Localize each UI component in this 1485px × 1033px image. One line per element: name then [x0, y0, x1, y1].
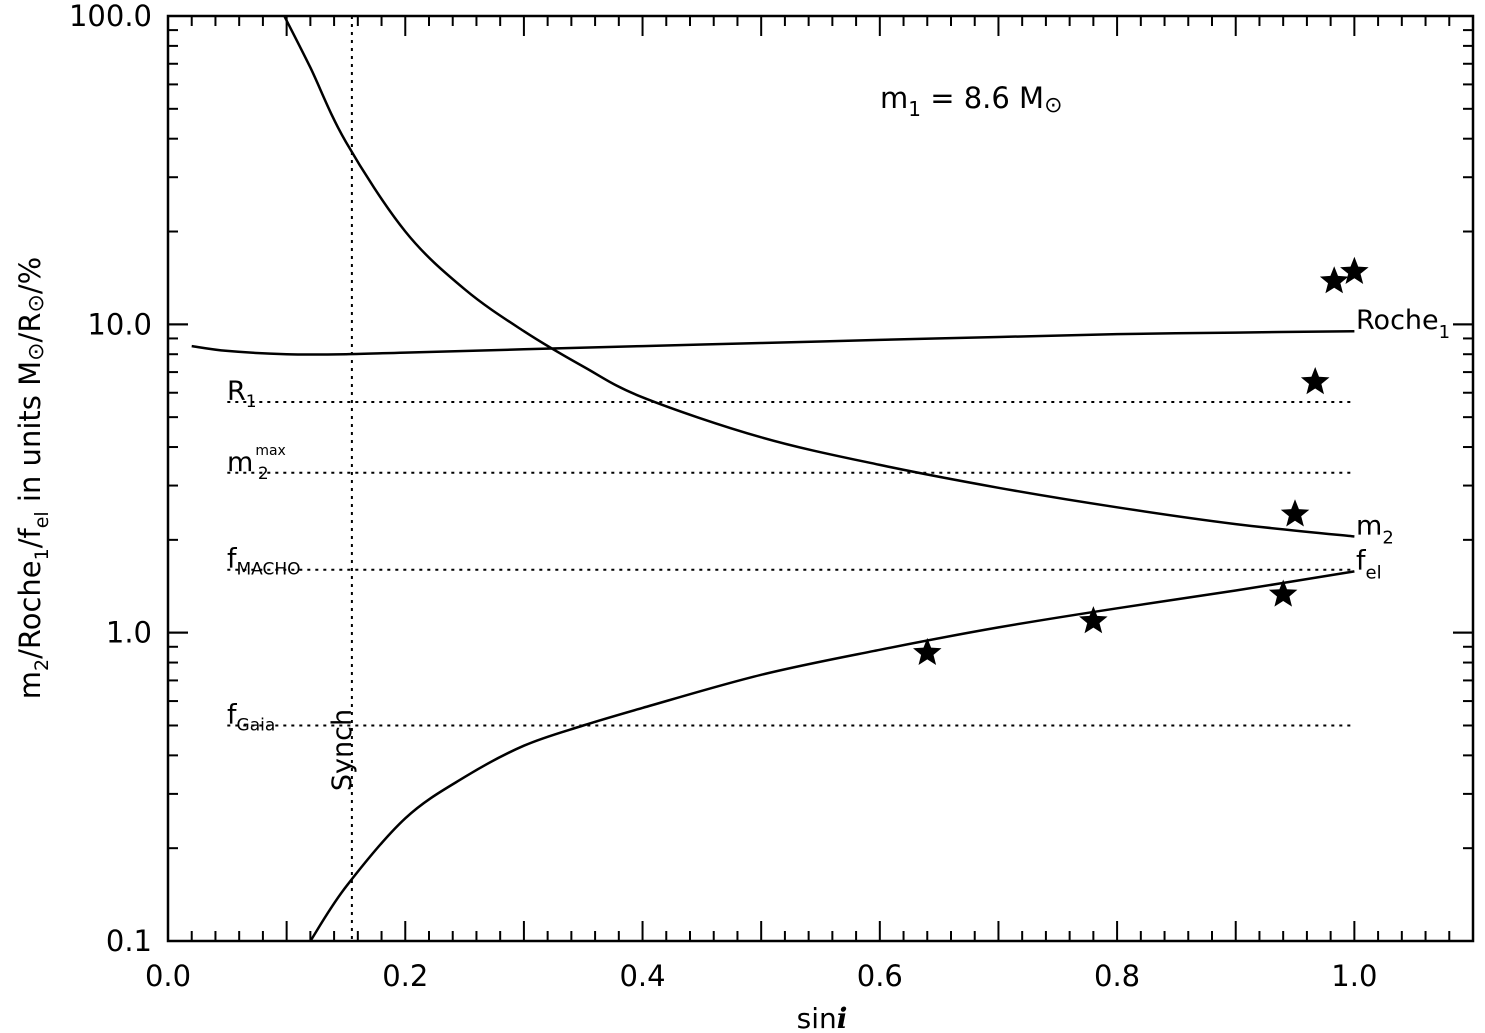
series-line-roche	[191, 329, 1355, 356]
data-points	[913, 256, 1369, 665]
x-tick-label: 0.2	[382, 959, 428, 993]
x-tick-label: 0.8	[1094, 959, 1140, 993]
plot-frame	[166, 14, 1475, 943]
y-tick-labels: 0.1 1.0 10.0 100.0	[69, 0, 152, 958]
x-axis-label: sini	[797, 1002, 848, 1033]
axis-ticks	[167, 15, 1474, 942]
mass-annotation: m1 = 8.6 M⊙	[880, 81, 1063, 121]
series-label: Roche1	[1356, 305, 1450, 343]
y-axis-label: m2/Roche1/fel in units M⊙/R⊙/%	[13, 257, 53, 699]
x-tick-label: 1.0	[1331, 959, 1377, 993]
star-marker	[1268, 579, 1298, 607]
reference-lines: R1 m max 2 fMACHO fGaia Synch	[227, 16, 1355, 941]
series-line-m	[283, 15, 1355, 538]
x-tick-label: 0.4	[619, 959, 665, 993]
x-tick-label: 0.0	[145, 959, 191, 993]
reference-line-label: fMACHO	[227, 544, 301, 580]
y-tick-label: 0.1	[106, 924, 152, 958]
star-marker	[1300, 367, 1330, 395]
reference-line-label: fGaia	[227, 699, 275, 735]
series-line-f	[309, 570, 1355, 942]
x-tick-label: 0.6	[857, 959, 903, 993]
star-marker	[1319, 266, 1349, 294]
star-marker	[913, 637, 942, 665]
curves	[191, 15, 1355, 942]
synch-label: Synch	[327, 709, 358, 791]
x-tick-labels: 0.0 0.2 0.4 0.6 0.8 1.0	[145, 959, 1377, 993]
star-marker	[1280, 499, 1310, 527]
y-tick-label: 100.0	[69, 0, 152, 33]
y-tick-label: 1.0	[106, 616, 152, 650]
y-tick-label: 10.0	[87, 307, 152, 341]
star-marker	[1340, 256, 1369, 284]
star-marker	[1079, 606, 1108, 634]
reference-line-label: R1	[227, 376, 257, 412]
reference-line-label: m max 2	[227, 443, 286, 484]
series-label: m2	[1356, 511, 1394, 549]
series-label: fel	[1356, 545, 1382, 583]
